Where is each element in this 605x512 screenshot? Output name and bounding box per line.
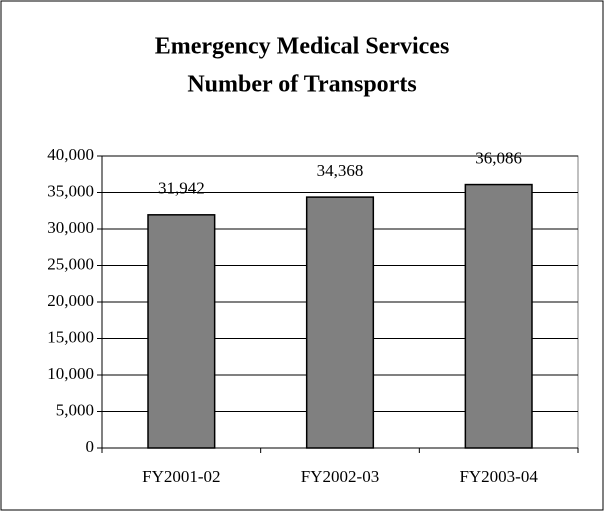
bar xyxy=(464,183,533,449)
value-label: 31,942 xyxy=(158,179,205,198)
bar xyxy=(147,214,216,449)
y-tick-label: 30,000 xyxy=(47,218,94,237)
value-label: 36,086 xyxy=(475,148,522,167)
x-tick-label: FY2002-03 xyxy=(301,467,379,486)
x-tick-label: FY2001-02 xyxy=(142,467,220,486)
y-tick-label: 20,000 xyxy=(47,291,94,310)
y-tick-label: 25,000 xyxy=(47,254,94,273)
y-tick-label: 40,000 xyxy=(47,145,94,164)
chart-title: Emergency Medical Services xyxy=(155,34,450,60)
value-label: 34,368 xyxy=(317,161,364,180)
y-tick-label: 0 xyxy=(86,437,95,456)
bar xyxy=(305,196,375,449)
y-tick-label: 35,000 xyxy=(47,181,94,200)
chart-title: Number of Transports xyxy=(187,72,416,98)
y-tick-label: 15,000 xyxy=(47,327,94,346)
x-tick-label: FY2003-04 xyxy=(459,467,538,486)
y-tick-label: 5,000 xyxy=(56,400,94,419)
y-tick-label: 10,000 xyxy=(47,364,94,383)
